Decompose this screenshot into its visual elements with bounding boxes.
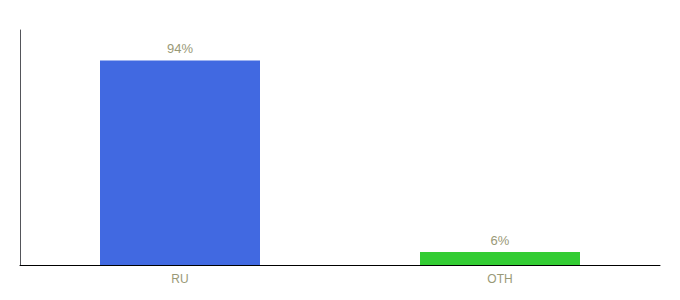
svg-text:6%: 6% — [491, 233, 510, 248]
svg-text:RU: RU — [171, 272, 188, 286]
svg-text:OTH: OTH — [487, 272, 512, 286]
svg-text:94%: 94% — [167, 41, 193, 56]
